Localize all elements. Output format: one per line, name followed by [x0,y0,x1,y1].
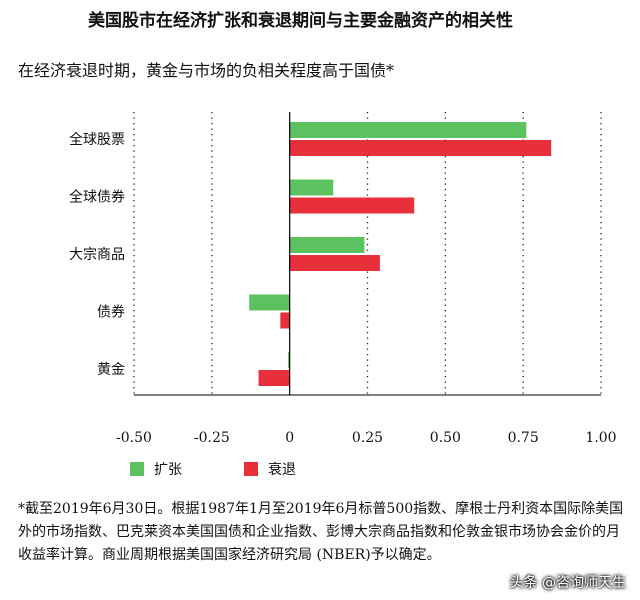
bar-expansion-4 [288,352,290,368]
x-tick-label-6: 1.00 [585,430,616,446]
bar-recession-2 [289,255,380,271]
bar-expansion-2 [289,237,365,253]
bar-recession-1 [289,197,415,214]
legend-label-expansion: 扩张 [154,462,182,478]
legend-swatch-recession [244,462,258,476]
x-tick-label-1: -0.25 [194,430,230,446]
bar-recession-3 [280,312,290,329]
category-label-3: 债券 [97,305,125,321]
legend-item-expansion: 扩张 [130,459,182,479]
chart-subtitle: 在经济衰退时期，黄金与市场的负相关程度高于国债* [18,61,395,80]
legend-item-recession: 衰退 [244,459,296,479]
bar-expansion-0 [289,122,527,138]
bar-recession-0 [289,140,552,156]
x-tick-label-4: 0.50 [430,430,461,446]
x-tick-label-2: 0 [285,430,294,446]
watermark: 头条 @咨询师天生 [509,575,626,591]
category-label-1: 全球债券 [69,189,125,206]
category-label-4: 黄金 [97,361,125,378]
category-label-0: 全球股票 [69,131,125,148]
bar-recession-4 [258,370,290,386]
bar-expansion-1 [289,179,334,196]
legend-swatch-expansion [130,462,144,476]
category-label-2: 大宗商品 [69,247,125,263]
bar-expansion-3 [249,294,290,311]
chart-title: 美国股市在经济扩张和衰退期间与主要金融资产的相关性 [88,11,513,31]
x-tick-label-3: 0.25 [352,430,383,446]
footnote: *截至2019年6月30日。根据1987年1月至2019年6月标普500指数、摩… [18,501,624,563]
x-tick-label-0: -0.50 [116,430,152,446]
chart-legend: 扩张 衰退 [130,458,358,480]
x-tick-label-5: 0.75 [508,430,539,446]
legend-label-recession: 衰退 [268,462,296,478]
